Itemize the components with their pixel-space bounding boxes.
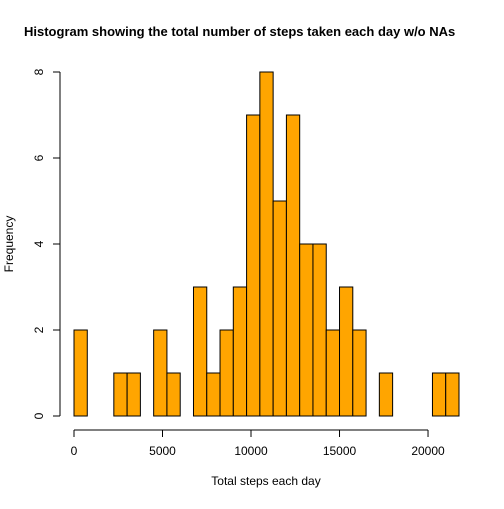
histogram-bar (206, 372, 221, 417)
histogram-bar (219, 329, 234, 417)
histogram-bar (192, 286, 208, 417)
histogram-bar (232, 286, 248, 417)
histogram-bar (272, 200, 287, 417)
histogram-bar (126, 372, 141, 417)
histogram-bar (378, 372, 394, 417)
x-axis-label: Total steps each day (211, 474, 320, 488)
histogram-bar (445, 372, 460, 417)
histogram-bar (312, 243, 327, 417)
histogram-bar (73, 329, 88, 417)
histogram-bar (153, 329, 168, 417)
histogram-bar (113, 372, 128, 417)
x-tick-label: 5000 (149, 444, 176, 458)
histogram-bar (352, 329, 367, 417)
y-tick-label: 0 (32, 412, 46, 419)
x-tick-label: 10000 (234, 444, 268, 458)
x-tick-label: 0 (71, 444, 78, 458)
histogram-bar (339, 286, 354, 417)
y-tick-label: 6 (32, 154, 46, 161)
y-tick-label: 4 (32, 240, 46, 247)
y-axis-label: Frequency (2, 216, 16, 273)
y-tick-label: 2 (32, 326, 46, 333)
histogram-bar (325, 329, 341, 417)
y-tick-label: 8 (32, 68, 46, 75)
histogram-bar (285, 114, 301, 417)
histogram-bar (299, 243, 314, 417)
chart-title: Histogram showing the total number of st… (24, 24, 455, 39)
histogram-bar (431, 372, 447, 417)
x-tick-label: 15000 (323, 444, 357, 458)
histogram-bar (259, 71, 274, 417)
bars-group (73, 71, 460, 417)
x-tick-label: 20000 (411, 444, 445, 458)
histogram-bar (166, 372, 181, 417)
y-axis: 0 2 4 6 8 (32, 68, 61, 419)
x-axis: 0 5000 10000 15000 20000 (71, 429, 445, 458)
histogram-bar (246, 114, 261, 417)
